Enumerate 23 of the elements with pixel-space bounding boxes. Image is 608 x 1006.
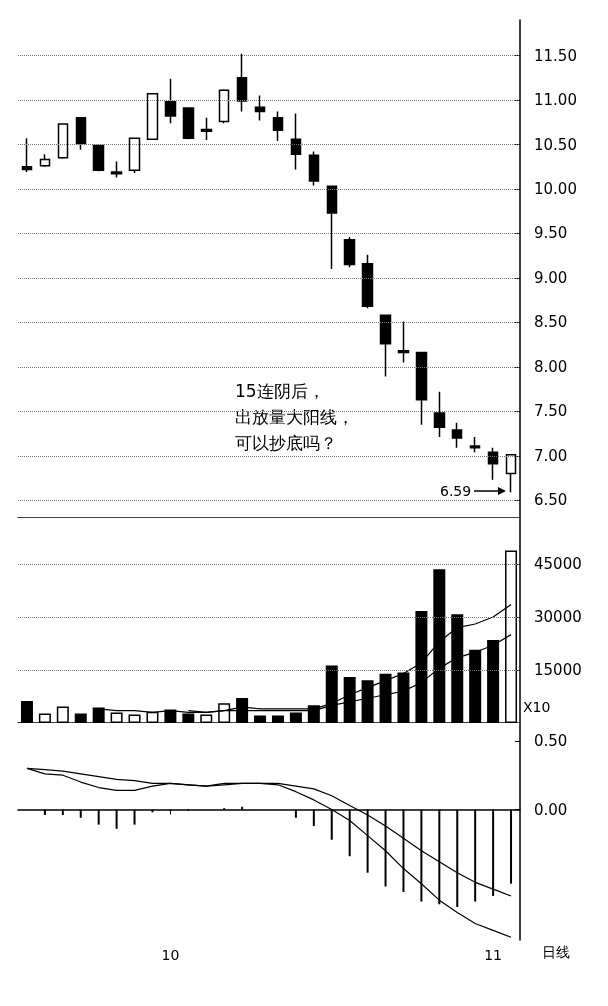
x-tick-label: 11: [484, 947, 503, 963]
y-tick-label: 9.00: [534, 268, 568, 287]
y-tick-label: 8.00: [534, 357, 568, 376]
annotation: 6.59: [440, 483, 472, 499]
text: X10: [523, 699, 551, 715]
annotation: 15连阴后，: [235, 380, 325, 401]
y-tick-label: 9.50: [534, 224, 568, 243]
y-tick-label: 11.50: [534, 46, 577, 65]
y-tick-label: 30000: [534, 607, 582, 626]
y-tick-label: 0.50: [534, 731, 568, 750]
y-tick-label: 6.50: [534, 491, 568, 510]
y-tick-label: 8.50: [534, 313, 568, 332]
y-tick-label: 15000: [534, 660, 582, 679]
x-tick-label: 10: [161, 947, 180, 963]
y-tick-label: 0.00: [534, 800, 568, 819]
y-tick-label: 7.50: [534, 402, 568, 421]
y-tick-label: 45000: [534, 554, 582, 573]
y-tick-label: 10.50: [534, 135, 577, 154]
annotation: 可以抄底吗？: [235, 432, 337, 453]
y-tick-label: 11.00: [534, 91, 577, 110]
text: 日线: [542, 944, 570, 960]
y-tick-label: 10.00: [534, 179, 577, 198]
y-tick-label: 7.00: [534, 446, 568, 465]
